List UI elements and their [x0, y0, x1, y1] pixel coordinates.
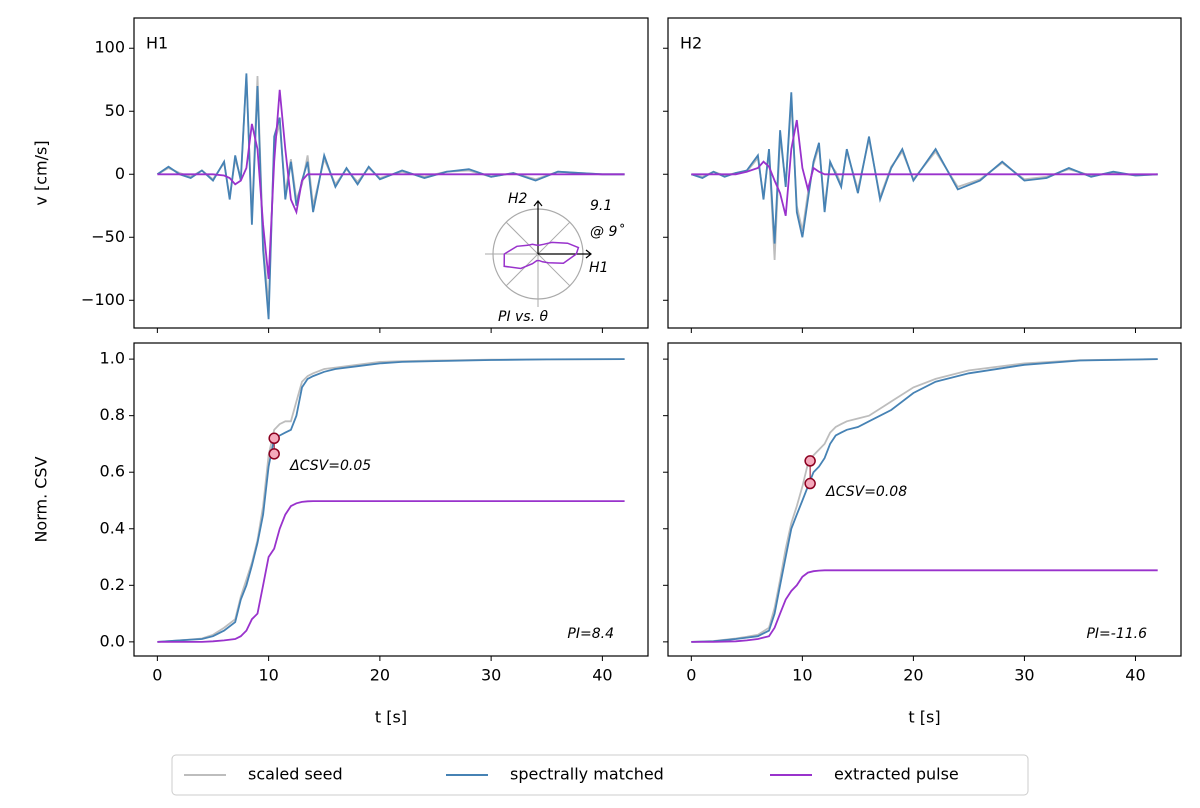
x-tick-label: 10 [792, 666, 812, 685]
delta-point [804, 455, 816, 467]
x-tick-label: 0 [152, 666, 162, 685]
peak-value: 9.1 [590, 198, 612, 214]
series-line [157, 358, 625, 643]
y-tick-label: −50 [91, 227, 125, 246]
x-tick-label: 20 [370, 666, 390, 685]
delta-point [804, 477, 816, 490]
x-tick-label: 0 [686, 666, 696, 685]
x-tick-label: 10 [258, 666, 278, 685]
delta-point [268, 432, 280, 445]
x-tick-label: 30 [1014, 666, 1034, 685]
pi-label: PI=-11.6 [1086, 626, 1147, 642]
legend-label: scaled seed [248, 765, 343, 784]
y-tick-label: 0.8 [100, 405, 125, 424]
panel-label: H2 [680, 34, 702, 53]
peak-angle: @ 9˚ [590, 223, 624, 240]
panel-label: H1 [146, 34, 168, 53]
y-axis-label: Norm. CSV [32, 456, 51, 542]
series-line [157, 500, 625, 643]
x-axis-label: t [s] [908, 708, 940, 727]
y-tick-label: −100 [81, 290, 125, 309]
series-line [691, 92, 1158, 244]
axes-frame [667, 17, 1182, 329]
x-tick-label: 40 [592, 666, 612, 685]
legend-label: extracted pulse [834, 765, 959, 784]
polar-title: PI vs. θ [498, 309, 549, 325]
y-tick-label: 0.6 [100, 462, 125, 481]
x-tick-label: 30 [481, 666, 501, 685]
x-tick-label: 20 [903, 666, 923, 685]
y-tick-label: 1.0 [100, 349, 125, 368]
series-line [157, 89, 625, 279]
h1-arrow [538, 249, 592, 259]
series-line [691, 569, 1158, 643]
y-tick-label: 50 [105, 101, 125, 120]
pi-label: PI=8.4 [567, 626, 614, 642]
y-tick-label: 0.4 [100, 518, 125, 537]
legend-label: spectrally matched [510, 765, 664, 784]
polar-y-label: H2 [508, 191, 528, 207]
series-line [691, 119, 1158, 217]
series-line [691, 358, 1158, 643]
legend-box [171, 754, 1029, 796]
axes-frame [133, 17, 649, 329]
polar-curve [503, 241, 580, 270]
axes-frame [133, 342, 649, 657]
y-tick-label: 0.2 [100, 575, 125, 594]
y-tick-label: 0.0 [100, 631, 125, 650]
delta-label: ΔCSV=0.05 [289, 458, 371, 474]
y-tick-label: 0 [115, 164, 125, 183]
series-line [691, 358, 1158, 643]
series-line [157, 358, 625, 643]
x-axis-label: t [s] [375, 708, 407, 727]
polar-x-label: H1 [589, 260, 608, 276]
delta-point [268, 448, 280, 460]
x-tick-label: 40 [1125, 666, 1145, 685]
y-axis-label: v [cm/s] [32, 140, 51, 205]
axes-frame [667, 342, 1182, 657]
delta-label: ΔCSV=0.08 [825, 484, 907, 500]
y-tick-label: 100 [94, 38, 125, 57]
